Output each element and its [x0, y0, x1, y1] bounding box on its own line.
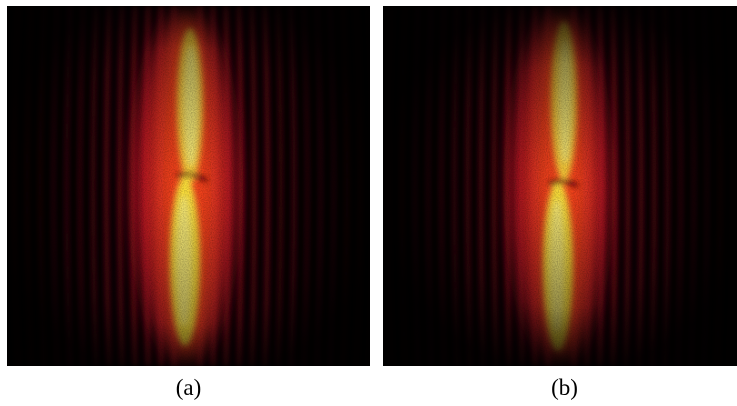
- fringe-image-b: [383, 6, 737, 366]
- fringe-image-a: [7, 6, 370, 366]
- panel-label-a: (a): [175, 375, 202, 400]
- panel-label-b: (b): [551, 375, 578, 400]
